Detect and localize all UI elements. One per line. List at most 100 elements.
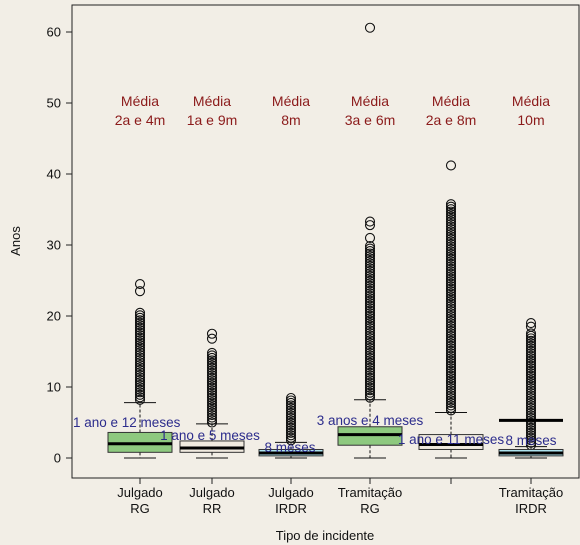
outlier-point	[445, 268, 457, 279]
x-axis-title: Tipo de incidente	[276, 528, 375, 543]
outlier-point	[364, 382, 376, 393]
outlier-point	[364, 265, 376, 276]
x-tick-label-line2: RR	[203, 501, 222, 516]
outlier-point	[445, 236, 457, 247]
outlier-point	[445, 323, 457, 334]
outlier-point	[445, 160, 457, 171]
outlier-point	[445, 390, 457, 401]
outlier-point	[364, 268, 376, 279]
outlier-point	[364, 288, 376, 299]
outlier-point	[445, 387, 457, 399]
outlier-point	[445, 301, 457, 312]
outlier-point	[525, 383, 537, 394]
outlier-point	[134, 345, 146, 356]
outlier-point	[525, 390, 537, 401]
outlier-point	[525, 365, 537, 376]
outlier-point	[525, 363, 537, 374]
outlier-point	[134, 307, 146, 318]
x-tick-label-line1: Julgado	[268, 485, 314, 500]
outlier-point	[445, 201, 457, 212]
outlier-point	[134, 384, 146, 395]
outlier-point	[134, 357, 146, 368]
outlier-point	[445, 378, 457, 389]
outlier-point	[134, 337, 146, 348]
outlier-point	[445, 296, 457, 307]
outlier-point	[364, 385, 376, 396]
x-tick-label-line2: IRDR	[515, 501, 547, 516]
plot-frame	[71, 4, 580, 479]
outlier-point	[525, 435, 537, 446]
outlier-point	[364, 280, 376, 291]
outlier-point	[445, 221, 457, 232]
outlier-point	[134, 394, 146, 405]
outlier-point	[525, 422, 537, 433]
outlier-point	[525, 412, 537, 423]
outlier-point	[445, 211, 457, 222]
outlier-point	[525, 402, 537, 414]
outlier-point	[134, 286, 146, 297]
media-label-title: Média	[512, 93, 550, 109]
outlier-point	[364, 387, 376, 398]
outlier-point	[445, 328, 457, 339]
outlier-point	[525, 392, 537, 404]
outlier-point	[134, 327, 146, 338]
outlier-point	[445, 303, 457, 314]
outlier-point	[134, 332, 146, 343]
outlier-point	[445, 343, 457, 354]
outlier-point	[445, 281, 457, 292]
outlier-point	[445, 293, 457, 304]
outlier-point	[134, 382, 146, 393]
outlier-point	[285, 402, 297, 414]
outlier-point	[134, 377, 146, 388]
outlier-point	[364, 337, 376, 349]
outlier-point	[445, 368, 457, 379]
outlier-point	[206, 355, 218, 366]
outlier-point	[445, 258, 457, 269]
outlier-point	[134, 340, 146, 351]
x-tick-label-line1: Tramitação	[338, 485, 403, 500]
outlier-point	[445, 228, 457, 240]
outlier-point	[445, 383, 457, 394]
outlier-point	[364, 298, 376, 309]
outlier-point	[134, 325, 146, 336]
x-tick-label-line2: RG	[360, 501, 380, 516]
outlier-point	[285, 425, 297, 436]
outlier-point	[364, 232, 376, 243]
outlier-point	[134, 359, 146, 371]
outlier-point	[364, 275, 376, 286]
median-value-label: 8 meses	[264, 440, 315, 455]
outlier-point	[364, 355, 376, 366]
outlier-point	[134, 372, 146, 383]
outlier-group	[445, 160, 457, 416]
outlier-point	[445, 392, 457, 404]
outlier-point	[525, 425, 537, 436]
outlier-point	[445, 353, 457, 364]
outlier-point	[364, 273, 376, 284]
outlier-point	[525, 432, 537, 443]
outlier-point	[134, 354, 146, 366]
outlier-point	[445, 325, 457, 336]
outlier-point	[445, 283, 457, 294]
outlier-group	[206, 328, 218, 428]
outlier-point	[445, 231, 457, 242]
outlier-group	[285, 392, 297, 446]
media-label-value: 2a e 4m	[115, 112, 166, 128]
box-group	[498, 318, 564, 459]
outlier-point	[364, 320, 376, 331]
outlier-point	[525, 387, 537, 399]
outlier-point	[285, 415, 297, 426]
outlier-point	[445, 330, 457, 341]
outlier-point	[364, 216, 376, 227]
outlier-group	[134, 278, 146, 405]
outlier-point	[364, 340, 376, 351]
outlier-point	[285, 427, 297, 438]
outlier-point	[134, 312, 146, 323]
outlier-point	[525, 343, 537, 354]
outlier-point	[445, 199, 457, 210]
outlier-point	[134, 317, 146, 328]
outlier-point	[206, 375, 218, 386]
outlier-point	[445, 305, 457, 317]
outlier-point	[134, 362, 146, 373]
outlier-point	[445, 375, 457, 386]
outlier-point	[206, 412, 218, 423]
